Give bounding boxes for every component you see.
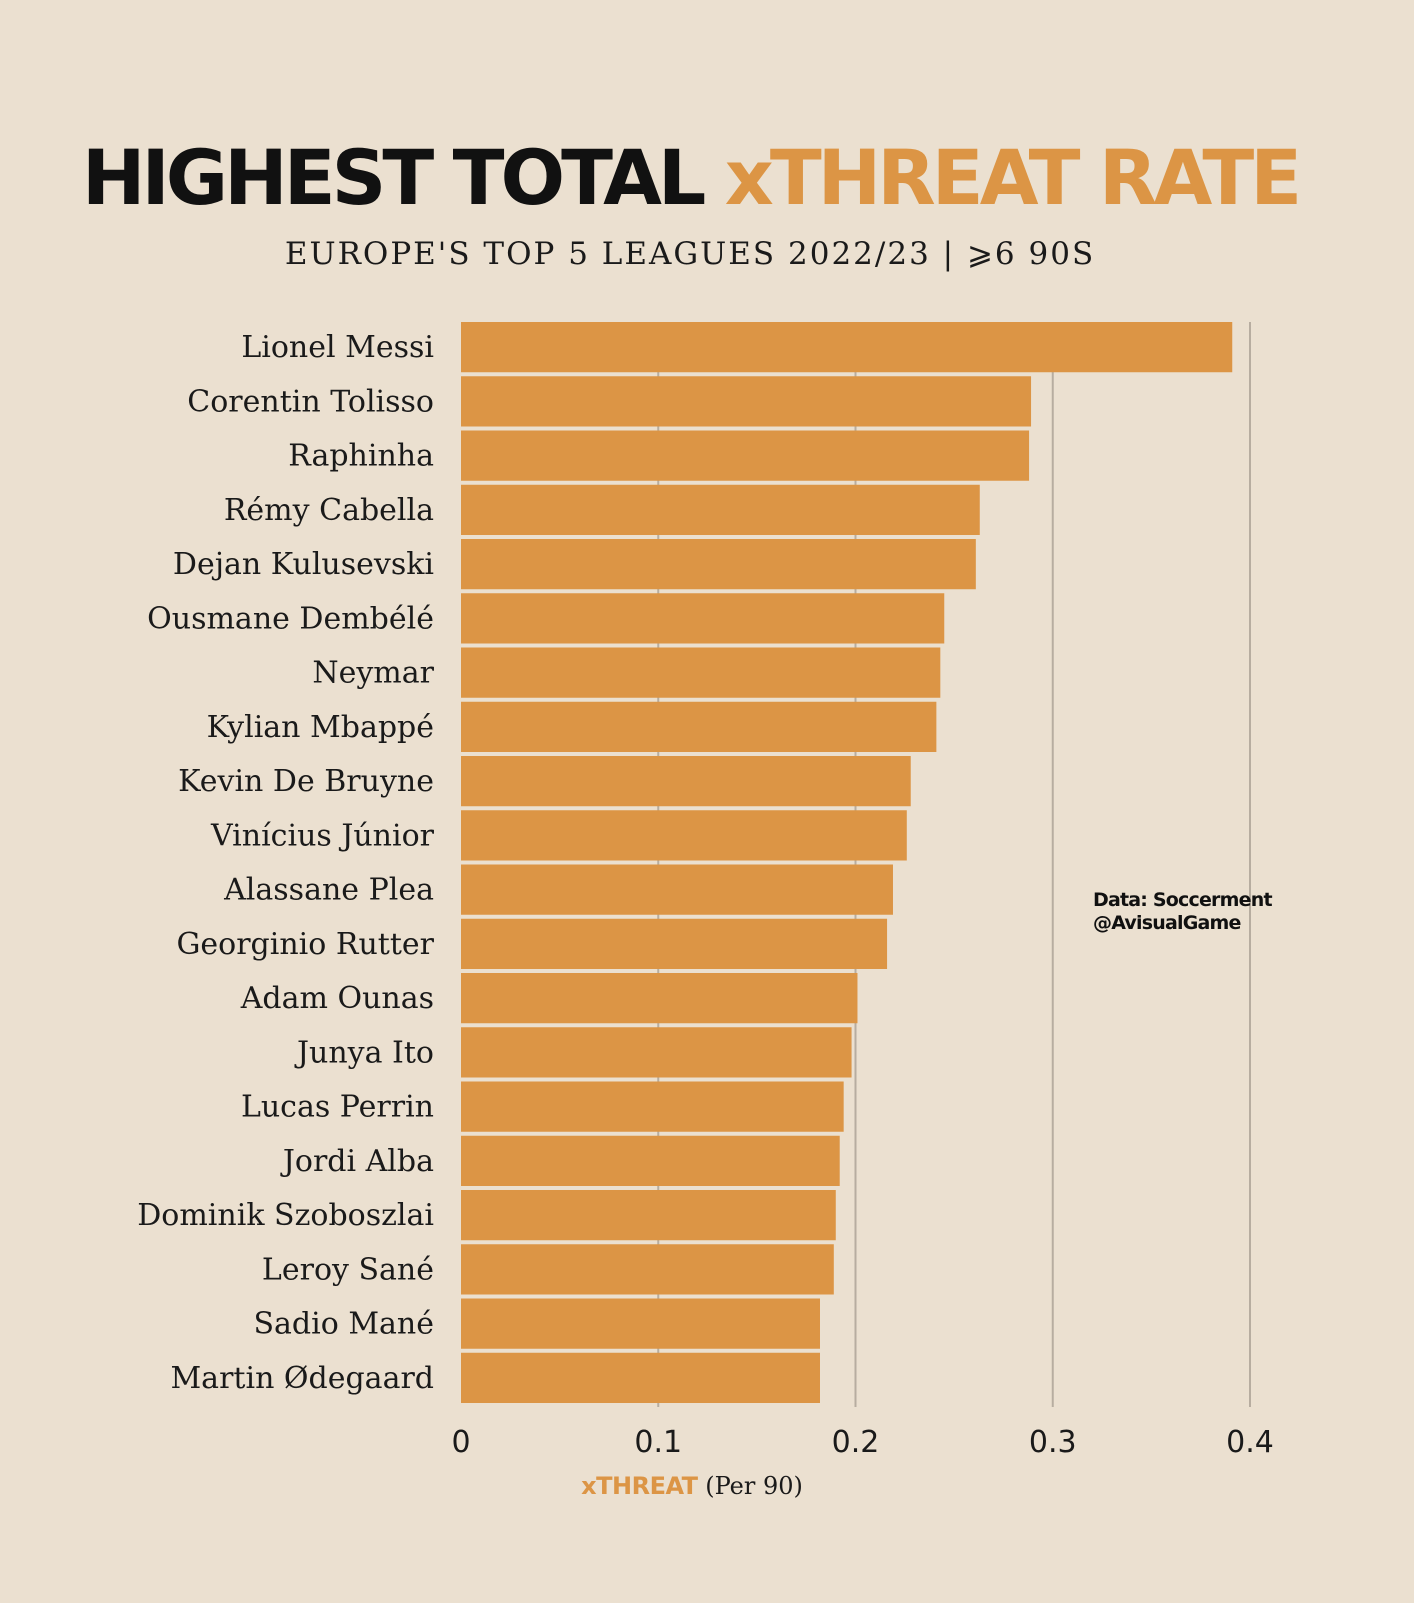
category-label: Sadio Mané — [253, 1307, 434, 1342]
category-label: Dominik Szoboszlai — [137, 1198, 434, 1233]
bar — [461, 430, 1030, 481]
x-tick-label: 0.2 — [832, 1425, 880, 1460]
bar — [461, 539, 976, 590]
bars — [461, 322, 1233, 1403]
bar — [461, 1081, 844, 1132]
category-label: Alassane Plea — [223, 873, 434, 908]
bar — [461, 376, 1032, 427]
category-label: Vinícius Júnior — [210, 818, 435, 853]
bar — [461, 864, 893, 915]
bar — [461, 484, 980, 535]
category-label: Jordi Alba — [280, 1144, 434, 1179]
credit-source: Data: Soccerment — [1093, 889, 1273, 911]
title-accent: xTHREAT RATE — [724, 133, 1302, 222]
category-label: Leroy Sané — [262, 1252, 434, 1287]
chart-title: HIGHEST TOTAL xTHREAT RATE — [0, 140, 1380, 216]
x-axis-label-accent: xTHREAT — [581, 1472, 698, 1500]
category-label: Neymar — [312, 656, 434, 691]
title-main: HIGHEST TOTAL — [81, 133, 706, 222]
category-label: Raphinha — [288, 439, 434, 474]
bar — [461, 322, 1233, 373]
bar — [461, 1135, 840, 1186]
category-label: Martin Ødegaard — [170, 1361, 434, 1396]
x-axis-label: xTHREAT (Per 90) — [0, 1472, 1384, 1500]
bar — [461, 647, 941, 698]
category-labels: Lionel Messi Corentin Tolisso Raphinha Rémy… — [137, 330, 434, 1396]
bar — [461, 1027, 852, 1078]
credit-handle: @AvisualGame — [1093, 912, 1241, 934]
bar — [461, 1244, 834, 1295]
x-tick-label: 0 — [451, 1425, 470, 1460]
bar — [461, 918, 888, 969]
bar — [461, 701, 937, 752]
bar — [461, 1352, 820, 1403]
bar — [461, 593, 945, 644]
chart-subtitle: EUROPE'S TOP 5 LEAGUES 2022/23 | ⩾6 90S — [284, 236, 1096, 272]
category-label: Kevin De Bruyne — [178, 764, 434, 799]
bar — [461, 810, 907, 861]
category-label: Adam Ounas — [240, 981, 434, 1016]
category-label: Lionel Messi — [241, 330, 434, 365]
bar — [461, 973, 858, 1024]
category-label: Ousmane Dembélé — [147, 601, 434, 636]
data-credit: Data: Soccerment @AvisualGame — [1093, 889, 1273, 935]
x-tick-labels: 0 0.1 0.2 0.3 0.4 — [451, 1425, 1273, 1460]
category-label: Dejan Kulusevski — [173, 547, 434, 582]
bar — [461, 756, 911, 807]
bar — [461, 1298, 820, 1349]
bar — [461, 1190, 836, 1241]
x-tick-label: 0.4 — [1226, 1425, 1274, 1460]
x-tick-label: 0.3 — [1029, 1425, 1077, 1460]
category-label: Junya Ito — [294, 1035, 434, 1070]
category-label: Corentin Tolisso — [187, 384, 434, 419]
category-label: Georginio Rutter — [176, 927, 434, 962]
category-label: Rémy Cabella — [224, 493, 434, 528]
x-tick-label: 0.1 — [634, 1425, 682, 1460]
x-axis-label-unit: (Per 90) — [705, 1472, 803, 1500]
category-label: Lucas Perrin — [241, 1090, 434, 1125]
category-label: Kylian Mbappé — [207, 710, 434, 745]
